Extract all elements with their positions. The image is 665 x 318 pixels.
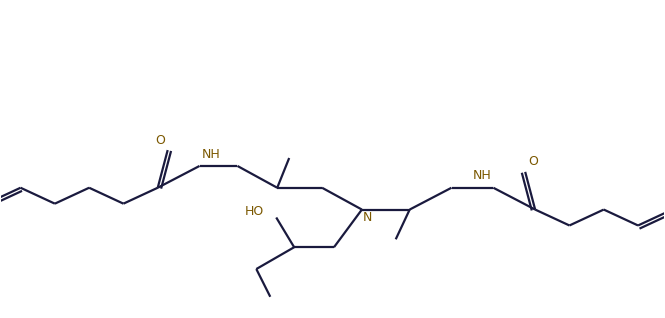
Text: NH: NH [201, 148, 220, 161]
Text: N: N [363, 211, 372, 224]
Text: NH: NH [473, 169, 491, 182]
Text: O: O [155, 134, 165, 147]
Text: HO: HO [245, 205, 264, 218]
Text: O: O [528, 156, 538, 169]
